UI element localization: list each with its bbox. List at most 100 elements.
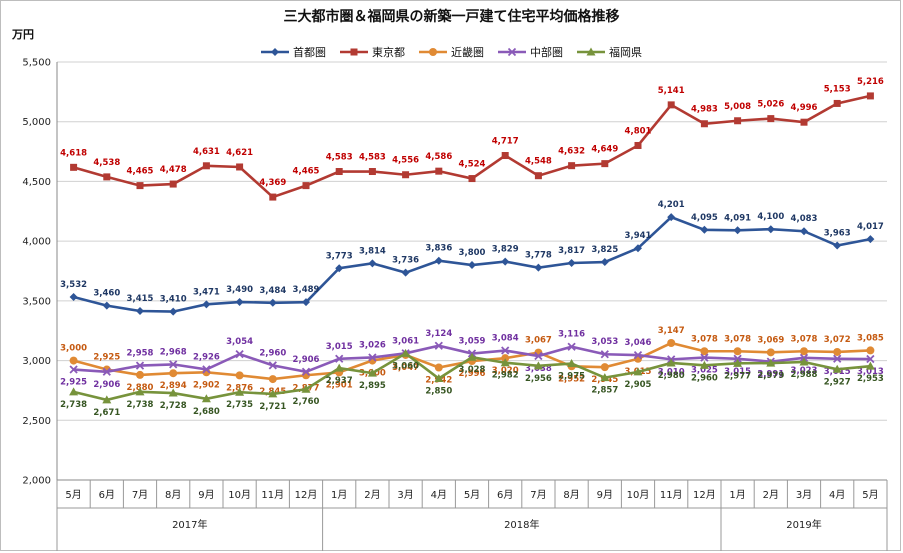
data-label-tokyo: 4,801: [625, 126, 652, 136]
series-tokyo: 4,618 4,538 4,465 4,478 4,631 4,621 4,369 4,465…: [60, 77, 884, 201]
data-label-fukuoka: 2,937: [326, 376, 353, 386]
marker-stroke: [268, 361, 277, 370]
y-tick-label: 4,500: [22, 177, 51, 188]
x-tick-label: 2月: [364, 489, 380, 501]
data-point-shutoken: [501, 257, 510, 266]
x-tick-label: 3月: [796, 489, 812, 501]
legend-item-chubu: 中部圏: [498, 44, 563, 60]
data-point-tokyo: [667, 101, 675, 109]
data-label-tokyo: 4,649: [591, 145, 618, 155]
data-point-fukuoka: [301, 384, 311, 393]
marker-stroke: [69, 365, 78, 374]
data-point-shutoken: [368, 259, 377, 268]
data-point-chubu: [69, 365, 78, 374]
data-label-chubu: 2,958: [127, 349, 154, 359]
x-tick-label: 6月: [99, 489, 115, 501]
data-label-tokyo: 4,631: [193, 147, 220, 157]
data-point-fukuoka: [832, 364, 842, 373]
data-point-shutoken: [235, 298, 244, 307]
legend-marker: [429, 48, 437, 56]
data-point-fukuoka: [600, 373, 610, 382]
data-label-tokyo: 4,369: [259, 178, 286, 188]
x-tick-label: 7月: [530, 489, 546, 501]
data-point-tokyo: [236, 163, 244, 171]
data-label-shutoken: 3,836: [425, 244, 452, 254]
data-point-fukuoka: [633, 367, 643, 376]
marker-stroke: [866, 354, 875, 364]
marker-stroke: [600, 350, 609, 359]
x-tick-label: 9月: [198, 489, 214, 501]
data-point-fukuoka: [733, 358, 743, 367]
data-point-kinki: [501, 354, 510, 363]
data-point-tokyo: [833, 99, 841, 107]
data-point-shutoken: [833, 241, 842, 250]
legend-swatch-chubu: [498, 47, 526, 57]
data-point-tokyo: [302, 182, 310, 190]
x-tick-label: 2月: [763, 489, 779, 501]
data-label-tokyo: 4,465: [293, 167, 320, 177]
data-label-tokyo: 4,632: [558, 147, 585, 157]
legend-label-kinki: 近畿圏: [451, 46, 484, 59]
data-label-tokyo: 4,583: [326, 153, 353, 163]
data-label-chubu: 3,059: [459, 337, 486, 347]
data-label-fukuoka: 2,905: [625, 380, 652, 390]
data-label-fukuoka: 2,721: [259, 402, 286, 412]
data-label-tokyo: 5,008: [724, 102, 751, 112]
data-point-chubu: [833, 354, 842, 363]
data-label-fukuoka: 2,953: [857, 374, 884, 384]
data-point-shutoken: [766, 225, 775, 234]
data-point-kinki: [69, 356, 78, 365]
data-point-shutoken: [534, 263, 543, 272]
data-point-shutoken: [800, 227, 808, 236]
data-label-shutoken: 3,471: [193, 287, 220, 297]
data-label-tokyo: 4,586: [425, 152, 452, 162]
data-label-shutoken: 4,017: [857, 222, 884, 232]
data-label-kinki: 3,078: [691, 334, 718, 344]
data-point-fukuoka: [766, 358, 776, 367]
data-label-tokyo: 4,465: [127, 167, 154, 177]
data-point-tokyo: [866, 92, 874, 100]
data-point-chubu: [501, 346, 510, 355]
x-tick-label: 3月: [397, 489, 413, 501]
x-tick-label: 1月: [729, 489, 745, 501]
data-label-tokyo: 4,556: [392, 156, 419, 166]
data-point-chubu: [368, 353, 377, 362]
data-point-shutoken: [434, 256, 443, 265]
legend-item-shutoken: 首都圏: [261, 44, 326, 60]
data-label-fukuoka: 2,850: [425, 386, 452, 396]
data-label-shutoken: 4,201: [658, 200, 685, 210]
data-point-chubu: [235, 349, 244, 359]
legend-marker: [350, 48, 358, 56]
data-label-tokyo: 4,524: [459, 160, 486, 170]
data-point-shutoken: [102, 301, 111, 310]
data-label-shutoken: 4,100: [757, 212, 784, 222]
data-point-fukuoka: [533, 361, 543, 370]
data-point-fukuoka: [799, 357, 809, 366]
data-point-tokyo: [568, 162, 576, 170]
data-label-chubu: 2,991: [757, 370, 784, 380]
marker-stroke: [169, 360, 178, 369]
legend-label-chubu: 中部圏: [530, 46, 563, 59]
data-label-shutoken: 4,091: [724, 213, 751, 223]
data-point-fukuoka: [401, 348, 411, 357]
data-label-fukuoka: 2,680: [193, 407, 220, 417]
data-point-shutoken: [335, 264, 344, 273]
data-point-shutoken: [567, 258, 576, 267]
x-tick-label: 5月: [464, 489, 480, 501]
data-label-fukuoka: 2,760: [293, 397, 320, 407]
legend-swatch-shutoken: [261, 48, 289, 56]
marker-stroke: [534, 351, 543, 361]
x-tick-label: 10月: [228, 489, 251, 501]
legend-label-fukuoka: 福岡県: [609, 46, 642, 59]
data-label-kinki: 3,047: [392, 363, 419, 373]
data-label-fukuoka: 2,979: [757, 371, 784, 381]
data-point-tokyo: [601, 160, 609, 168]
data-label-shutoken: 3,800: [459, 248, 486, 258]
data-point-fukuoka: [69, 387, 79, 396]
data-point-kinki: [700, 347, 709, 356]
year-label: 2018年: [504, 518, 539, 531]
data-label-fukuoka: 2,977: [724, 371, 751, 381]
data-point-kinki: [600, 363, 609, 372]
data-point-chubu: [700, 353, 709, 362]
marker-stroke: [434, 341, 443, 350]
